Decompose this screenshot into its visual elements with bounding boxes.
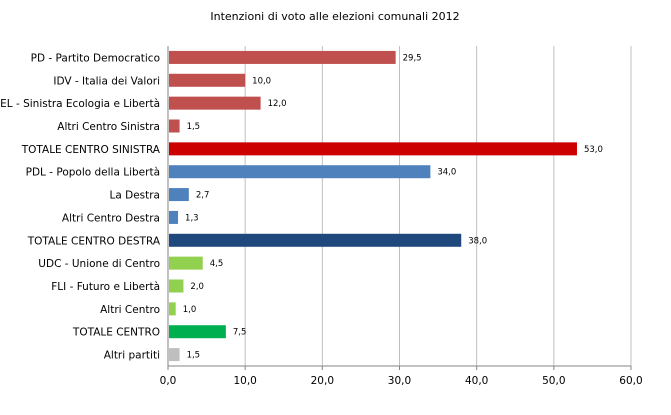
x-tick-label: 50,0 [542, 375, 565, 387]
chart-title: Intenzioni di voto alle elezioni comunal… [210, 10, 459, 23]
category-label: PD - Partito Democratico [31, 52, 160, 64]
x-tick-label: 30,0 [388, 375, 411, 387]
data-label: 53,0 [584, 145, 603, 155]
data-label: 1,3 [185, 213, 199, 223]
category-label: Altri Centro Sinistra [57, 121, 160, 133]
data-label: 4,5 [210, 259, 224, 269]
bar [169, 233, 462, 247]
data-label: 2,7 [196, 191, 210, 201]
bar [169, 142, 577, 156]
data-label: 10,0 [252, 76, 271, 86]
bar [169, 302, 176, 316]
bar [169, 96, 261, 110]
bar [169, 50, 396, 64]
data-label: 2,0 [190, 282, 204, 292]
data-label: 1,0 [183, 305, 197, 315]
data-label: 38,0 [468, 236, 487, 246]
category-labels: PD - Partito Democratico IDV - Italia dei… [0, 52, 161, 361]
category-label: TOTALE CENTRO SINISTRA [21, 144, 161, 156]
x-tick-label: 20,0 [311, 375, 334, 387]
category-label: TOTALE CENTRO DESTRA [27, 235, 161, 247]
data-label: 34,0 [437, 168, 456, 178]
bar [169, 325, 226, 339]
data-label: 7,5 [233, 328, 247, 338]
category-label: FLI - Futuro e Libertà [51, 281, 160, 293]
category-label: SEL - Sinistra Ecologia e Libertà [0, 98, 160, 110]
x-axis: 0,0 10,0 20,0 30,0 40,0 50,0 60,0 [160, 46, 643, 387]
category-label: IDV - Italia dei Valori [53, 75, 160, 87]
category-label: TOTALE CENTRO [72, 327, 160, 339]
bar [169, 73, 246, 87]
bar [169, 165, 431, 179]
category-label: Altri Centro [100, 304, 160, 316]
x-tick-label: 10,0 [233, 375, 256, 387]
category-label: La Destra [109, 190, 160, 202]
category-label: Altri partiti [104, 350, 160, 362]
gridlines [244, 46, 632, 366]
x-tick-label: 60,0 [619, 375, 642, 387]
data-label: 1,5 [187, 351, 201, 361]
category-label: UDC - Unione di Centro [38, 258, 160, 270]
bar [169, 256, 203, 270]
bar [169, 119, 180, 133]
category-label: Altri Centro Destra [62, 212, 160, 224]
bars [169, 50, 577, 362]
data-label: 1,5 [187, 122, 201, 132]
bar [169, 188, 189, 202]
bar [169, 210, 179, 224]
data-label: 29,5 [403, 53, 422, 63]
bar [169, 348, 180, 362]
bar [169, 279, 184, 293]
x-tick-label: 0,0 [160, 375, 177, 387]
data-label: 12,0 [268, 99, 287, 109]
category-label: PDL - Popolo della Libertà [26, 167, 160, 179]
x-tick-label: 40,0 [465, 375, 488, 387]
data-labels: 29,5 10,0 12,0 1,5 53,0 34,0 2,7 1,3 38,0 4,5 2,0 1… [183, 53, 603, 360]
